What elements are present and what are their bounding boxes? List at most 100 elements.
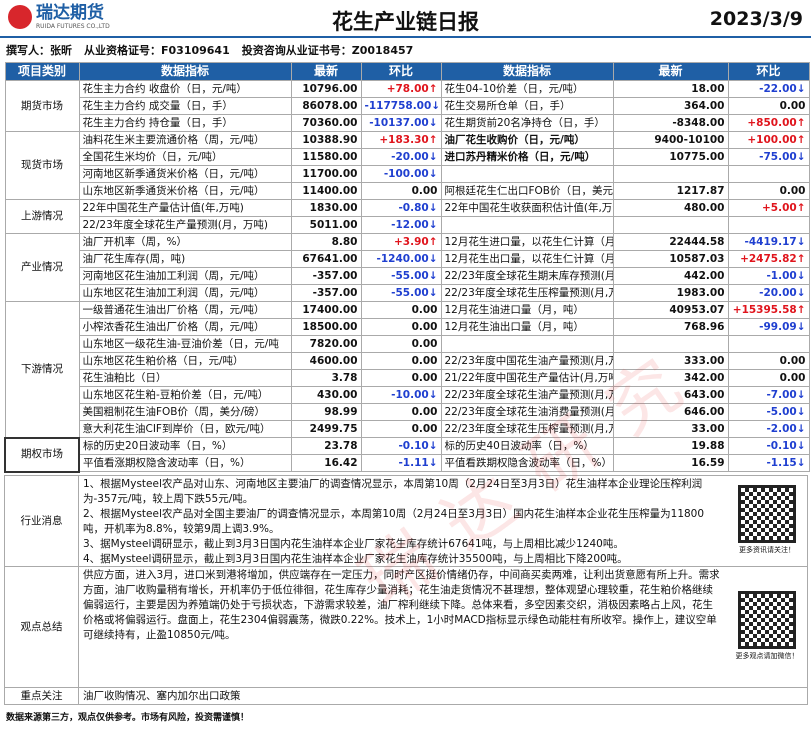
indicator: 花生交易所仓单（日，手） [440,97,614,115]
indicator: 花生主力合约 成交量（日，手） [78,97,292,115]
change-value: +15395.58↑ [727,301,810,319]
change-value: -10.00↓ [360,386,442,404]
indicator: 意大利花生油CIF到岸价（日，欧元/吨） [78,420,292,438]
change-value: -1.15↓ [727,454,810,472]
empty-cell [727,335,810,353]
category: 期权市场 [4,436,80,473]
latest-value: 1983.00 [612,284,729,302]
indicator: 22/23年度全球花生油产量预测(月,万吨) [440,386,614,404]
empty-cell [727,216,810,234]
latest-value: -357.00 [290,267,362,285]
focus-section: 重点关注 油厂收购情况、塞内加尔出口政策 [4,687,808,705]
table-row: 小榨浓香花生油出厂价格（周，元/吨） 18500.00 0.00 12月花生油出口量（… [5,318,810,336]
change-value: -55.00↓ [360,267,442,285]
latest-value: -8348.00 [612,114,729,132]
change-value: -22.00↓ [727,80,810,98]
latest-value: 10388.90 [290,131,362,149]
change-value: +183.30↑ [360,131,442,149]
indicator: 油厂花生收购价（日，元/吨） [440,131,614,149]
news-item: 3、据Mysteel调研显示，截止到3月3日国内花生油样本企业厂家花生库存统计6… [83,538,624,550]
empty-cell [612,165,729,183]
indicator: 22/23年度全球花生期末库存预测(月,万吨) [440,267,614,285]
latest-value: 2499.75 [290,420,362,438]
change-value: -99.09↓ [727,318,810,336]
change-value: +78.00↑ [360,80,442,98]
latest-value: 768.96 [612,318,729,336]
category: 期货市场 [4,80,80,132]
column-header: 项目类别 [4,62,80,81]
latest-value: 643.00 [612,386,729,404]
latest-value: 364.00 [612,97,729,115]
focus-text: 油厂收购情况、塞内加尔出口政策 [83,690,241,702]
indicator: 油厂开机率（周，%） [78,233,292,251]
change-value: -55.00↓ [360,284,442,302]
indicator: 12月花生油进口量（月，吨） [440,301,614,319]
indicator: 22/23年度全球花生产量预测(月，万吨) [78,216,292,234]
indicator: 一级普通花生油出厂价格（周，元/吨） [78,301,292,319]
category: 上游情况 [4,199,80,234]
latest-value: 70360.00 [290,114,362,132]
author-line: 撰写人：张昕 从业资格证号：F03109641 投资咨询从业证书号：Z00184… [6,42,413,58]
latest-value: 67641.00 [290,250,362,268]
license: 投资咨询从业证书号：Z0018457 [241,44,414,57]
table-row: 期权市场 标的历史20日波动率（日，%） 23.78 -0.10↓ 标的历史40日波动率… [4,436,810,473]
change-value: 0.00 [360,182,442,200]
latest-value: 18.00 [612,80,729,98]
indicator: 美国粗制花生油FOB价（周，美分/磅） [78,403,292,421]
category: 现货市场 [4,131,80,200]
change-value: -1.00↓ [727,267,810,285]
latest-value: 3.78 [290,369,362,387]
latest-value: 17400.00 [290,301,362,319]
change-value: 0.00 [360,318,442,336]
table-row: 花生主力合约 成交量（日，手） 86078.00 -117758.00↓ 花生交易所仓… [5,97,810,115]
latest-value: 11580.00 [290,148,362,166]
column-header: 数据指标 [440,62,614,81]
date: 2023/3/9 [709,8,803,30]
data-table: 项目类别 数据指标 最新 环比 数据指标 最新 环比 期货市场 花生主力合约 收盘价（日，元/… [4,62,810,473]
qr-code [738,484,796,543]
indicator: 22/23年度全球花生压榨量预测(月,万吨) [440,420,614,438]
change-value: 0.00 [727,352,810,370]
latest-value: 22444.58 [612,233,729,251]
indicator: 12月花生进口量，以花生仁计算（月,吨） [440,233,614,251]
indicator: 山东地区新季通货米价格（日，元/吨） [78,182,292,200]
change-value: 0.00 [360,301,442,319]
indicator: 花生期货前20名净持仓（日，手） [440,114,614,132]
table-row: 全国花生米均价（日，元/吨） 11580.00 -20.00↓ 进口苏丹精米价格（日，… [5,148,810,166]
latest-value: 10775.00 [612,148,729,166]
latest-value: 7820.00 [290,335,362,353]
latest-value: 10587.03 [612,250,729,268]
table-row: 上游情况 22年中国花生产量估计值(年,万吨) 1830.00 -0.80↓ 22年中国… [4,199,810,234]
qr-caption: 更多观点请加微信！ [735,651,799,660]
category: 下游情况 [4,301,80,438]
latest-value: 19.88 [612,437,729,455]
table-row: 22/23年度全球花生产量预测(月，万吨) 5011.00 -12.00↓ [5,216,810,234]
change-value: -20.00↓ [360,148,442,166]
change-value: -0.10↓ [360,437,442,455]
section-label: 重点关注 [5,688,79,704]
change-value: -20.00↓ [727,284,810,302]
view-section: 观点总结 供应方面，进入3月，进口米到港将增加，供应端存在一定压力，同时产区挺价… [4,566,808,688]
latest-value: 86078.00 [290,97,362,115]
qr-caption: 更多资讯请关注！ [739,545,795,554]
latest-value: 1830.00 [290,199,362,217]
author: 撰写人：张昕 [6,44,72,57]
latest-value: 480.00 [612,199,729,217]
change-value: 0.00 [360,352,442,370]
change-value: -100.00↓ [360,165,442,183]
indicator: 22/23年度全球花生压榨量预测(月,万吨) [440,284,614,302]
change-value: 0.00 [727,369,810,387]
logo-text: 瑞达期货 [36,3,104,23]
latest-value: 33.00 [612,420,729,438]
column-header: 环比 [360,62,442,81]
news-item: 1、根据Mysteel农产品对山东、河南地区主要油厂的调查情况显示，本周第10周… [83,478,703,505]
indicator: 12月花生出口量，以花生仁计算（月,吨） [440,250,614,268]
change-value: +100.00↑ [727,131,810,149]
indicator: 22/23年度全球花生油消费量预测(月,万吨) [440,403,614,421]
empty-cell [440,165,614,183]
empty-cell [727,165,810,183]
indicator: 花生油粕比（日） [78,369,292,387]
section-label: 观点总结 [5,567,79,687]
indicator: 22/23年度中国花生油产量预测(月,万吨) [440,352,614,370]
